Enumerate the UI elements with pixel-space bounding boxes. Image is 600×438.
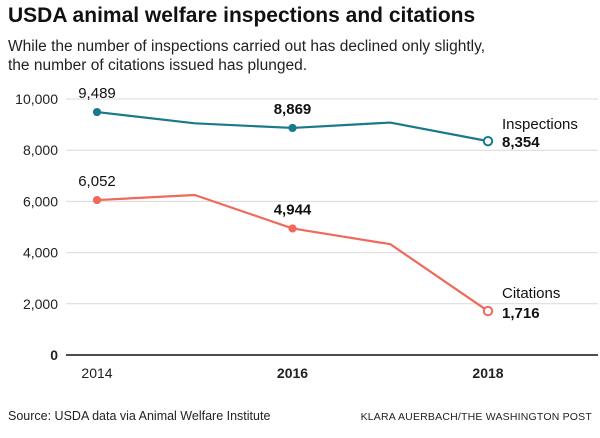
axes: 0 2,000 4,000 6,000 8,000 10,000 2014 2016 2018 [15, 91, 598, 381]
inspections-point-marker [482, 135, 494, 147]
gridlines [66, 98, 598, 305]
x-tick-label: 2018 [472, 365, 503, 381]
chart-subtitle: While the number of inspections carried … [8, 37, 593, 75]
citations-data-label: 4,944 [274, 201, 312, 218]
y-tick-label: 10,000 [15, 91, 58, 107]
credit-line: KLARA AUERBACH/THE WASHINGTON POST [360, 411, 592, 423]
inspections-data-label: 9,489 [78, 85, 116, 102]
inspections-series-label: Inspections [502, 116, 578, 133]
inspections-point-marker [92, 107, 102, 117]
citations-series-label: Citations [502, 285, 560, 302]
chart-title: USDA animal welfare inspections and cita… [8, 4, 476, 27]
y-tick-label: 8,000 [23, 142, 58, 158]
inspections-data-label: 8,354 [502, 134, 540, 151]
y-tick-label: 4,000 [23, 245, 58, 261]
series-group [92, 107, 494, 317]
source-note: Source: USDA data via Animal Welfare Ins… [8, 409, 271, 423]
inspections-point-marker [288, 123, 297, 133]
subtitle-line-2: the number of citations issued has plung… [8, 57, 307, 74]
citations-point-marker [288, 224, 297, 233]
y-tick-label: 2,000 [23, 296, 58, 312]
y-tick-label: 6,000 [23, 193, 58, 209]
citations-point-marker [92, 195, 102, 205]
citations-point-marker [482, 305, 494, 317]
x-tick-label: 2016 [277, 365, 308, 381]
inspections-data-label: 8,869 [274, 101, 312, 118]
x-tick-label: 2014 [81, 365, 112, 381]
y-tick-label: 0 [50, 347, 58, 363]
citations-data-label: 6,052 [78, 173, 116, 190]
subtitle-line-1: While the number of inspections carried … [8, 38, 486, 55]
citations-data-label: 1,716 [502, 305, 540, 322]
